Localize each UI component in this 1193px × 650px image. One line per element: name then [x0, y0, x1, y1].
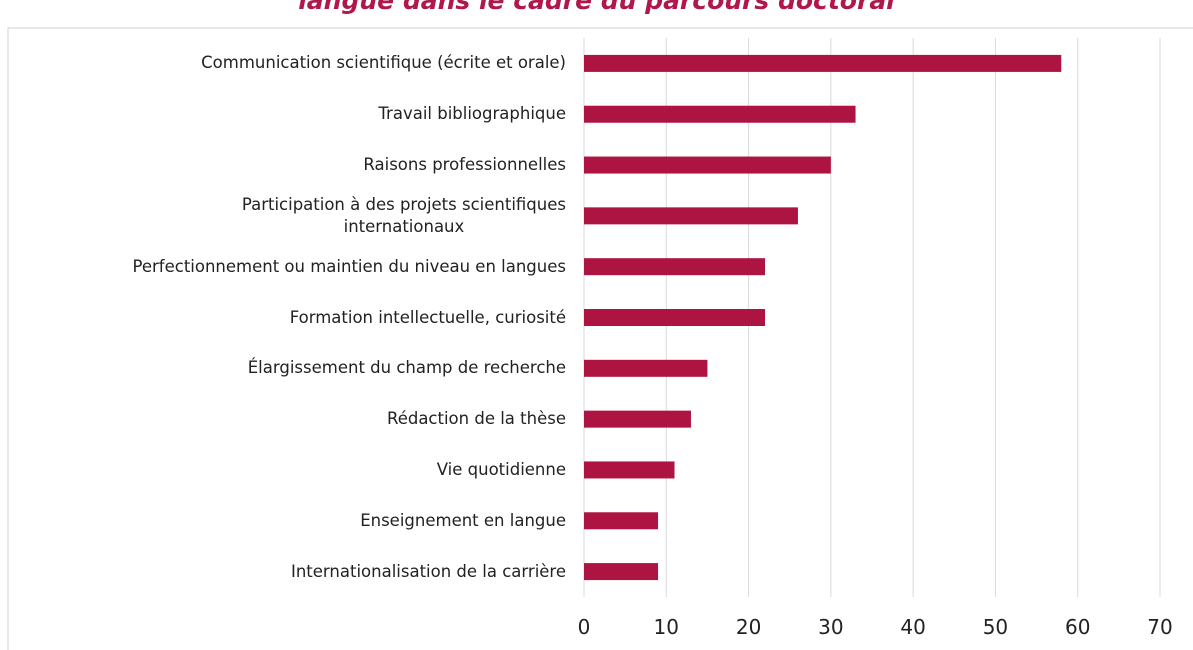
bar: [584, 309, 766, 326]
x-tick-label: 30: [818, 615, 843, 639]
y-tick-label: Perfectionnement ou maintien du niveau e…: [132, 256, 566, 276]
x-tick-label: 50: [983, 615, 1008, 639]
chart-frame: [7, 27, 1193, 650]
y-tick-label: Enseignement en langue: [360, 510, 566, 530]
x-tick-label: 60: [1065, 615, 1090, 639]
y-tick-label: Rédaction de la thèse: [386, 409, 566, 429]
bar: [584, 512, 659, 530]
x-tick-label: 70: [1147, 615, 1172, 639]
bar: [584, 359, 708, 377]
bar: [584, 207, 798, 225]
y-tick-label: Participation à des projets scientifique…: [241, 194, 566, 236]
x-tick-label: 0: [578, 615, 591, 639]
bar: [584, 258, 766, 276]
y-tick-label: Communication scientifique (écrite et or…: [201, 53, 566, 73]
bar: [584, 156, 831, 174]
chart-title: langue dans le cadre du parcours doctora…: [298, 0, 895, 15]
x-tick-label: 10: [654, 615, 679, 639]
y-tick-label: Travail bibliographique: [378, 104, 566, 124]
x-tick-label: 20: [736, 615, 761, 639]
x-tick-label: 40: [900, 615, 925, 639]
y-tick-label: Vie quotidienne: [436, 459, 566, 479]
y-tick-label: Internationalisation de la carrière: [290, 561, 566, 581]
bar: [584, 410, 691, 428]
y-tick-label: Élargissement du champ de recherche: [247, 358, 566, 378]
y-tick-label: Formation intellectuelle, curiosité: [289, 307, 566, 327]
bar: [584, 54, 1062, 72]
bar: [584, 461, 675, 479]
bar: [584, 563, 659, 581]
bar: [584, 105, 856, 123]
y-tick-label: Raisons professionnelles: [363, 155, 566, 175]
